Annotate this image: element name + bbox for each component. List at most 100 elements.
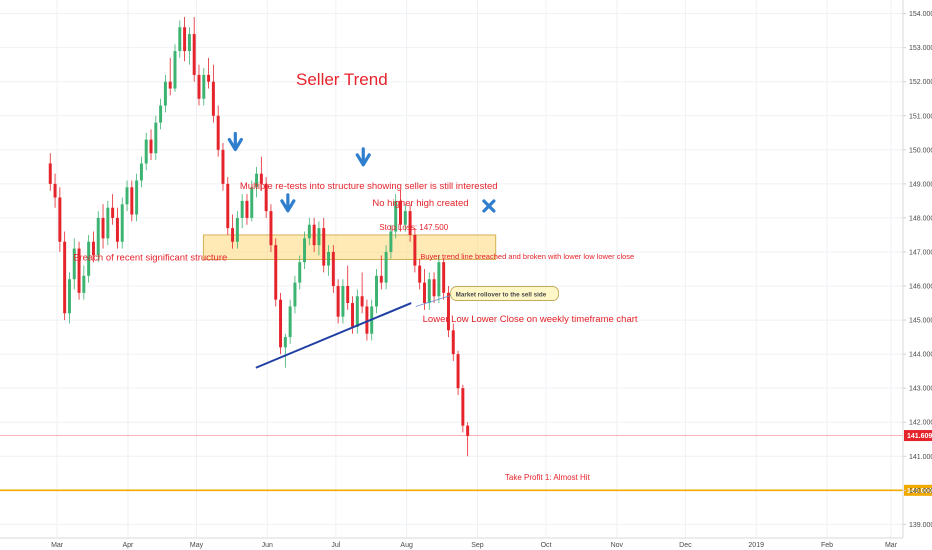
resistance-zone-layer (202, 234, 497, 260)
candle-body (48, 163, 52, 184)
candle-body (240, 200, 244, 218)
candle-body (346, 286, 350, 304)
candle-body (375, 275, 378, 307)
candle-body (413, 234, 417, 266)
candle-body (451, 330, 455, 355)
candle-body (341, 286, 345, 317)
candle-body (283, 337, 287, 348)
y-tick-label: 151.000 (909, 113, 932, 120)
candle-body (154, 122, 158, 154)
candle-body (67, 279, 71, 314)
y-tick-label: 149.000 (909, 181, 932, 188)
candle-body (403, 211, 407, 225)
candle-body (53, 183, 57, 198)
candle-body (336, 286, 340, 317)
candle-body (139, 163, 143, 181)
candle-body (427, 279, 431, 304)
y-tick-label: 152.000 (909, 79, 932, 86)
y-tick-label: 148.000 (909, 215, 932, 222)
candle-body (279, 299, 283, 348)
x-tick-label: Nov (611, 542, 624, 549)
take-profit-badge-bg (904, 484, 932, 496)
candle-body (360, 296, 364, 307)
candle-body (125, 187, 129, 205)
candle-body (187, 34, 191, 52)
candle-body (163, 81, 167, 106)
candle-body (96, 217, 100, 256)
candle-body (115, 217, 119, 242)
y-tick-label: 144.000 (909, 352, 932, 359)
candle-body (58, 197, 62, 242)
overlay-lines: 141.609 140.000 (0, 302, 932, 496)
candle-body (379, 275, 383, 283)
resistance-zone (202, 234, 497, 260)
candle-body (307, 224, 311, 239)
candle-body (106, 207, 110, 239)
candle-body (418, 265, 422, 283)
candle-body (250, 187, 254, 218)
y-tick-label: 142.000 (909, 420, 932, 427)
candle-body (466, 425, 470, 436)
candle-body (72, 248, 76, 280)
candle-body (259, 173, 263, 184)
x-tick-label: May (190, 542, 204, 549)
y-tick-label: 141.000 (909, 454, 932, 461)
candle-body (159, 105, 163, 123)
candle-body (355, 296, 359, 327)
current-price-badge: 141.609 (907, 433, 932, 440)
chart-title: Seller Trend (296, 70, 388, 89)
candle-body (461, 388, 465, 426)
candle-body (178, 27, 182, 52)
candle-body (63, 241, 67, 314)
candle-body (130, 187, 134, 215)
candle-body (82, 275, 86, 293)
x-tick-label: Mar (885, 542, 898, 549)
candle-body (91, 241, 95, 256)
candle-body (437, 262, 441, 297)
candle-body (312, 224, 316, 246)
y-tick-label: 139.000 (909, 522, 932, 529)
candle-body (183, 27, 187, 52)
candle-body (221, 149, 225, 184)
candle-body (269, 211, 273, 246)
candle-body (192, 34, 196, 75)
x-tick-label: Jun (262, 542, 273, 549)
x-tick-label: Mar (51, 542, 64, 549)
annotation-retests: Multiple re-tests into structure showing… (240, 181, 498, 192)
candle-body (168, 81, 172, 89)
x-tick-label: Sep (471, 542, 484, 549)
candle-body (351, 303, 355, 327)
annotation-trendline-break: Buyer trend line breached and broken wit… (420, 252, 634, 261)
x-tick-label: Aug (400, 542, 413, 549)
chart-grid (0, 0, 903, 538)
candle-body (317, 228, 321, 246)
candle-body (384, 251, 388, 283)
annotation-lower-low: Lower Low Lower Close on weekly timefram… (423, 314, 638, 325)
candle-body (135, 180, 139, 215)
candle-body (77, 248, 81, 293)
current-price-badge-bg (904, 430, 932, 442)
candle-body (432, 279, 436, 297)
candle-body (216, 115, 220, 150)
candle-body (197, 74, 201, 99)
x-mark-icon (482, 199, 496, 213)
y-tick-label: 143.000 (909, 386, 932, 393)
candle-body (149, 139, 153, 154)
annotation-no-higher-high: No higher high created (372, 198, 468, 209)
y-tick-label: 153.000 (909, 45, 932, 52)
candle-body (255, 173, 259, 188)
candle-body (399, 200, 402, 225)
y-tick-label: 154.000 (909, 11, 932, 18)
x-tick-label: 2019 (748, 542, 764, 549)
y-axis: 139.000 140.000 141.000 142.000 143.000 144.0… (903, 11, 932, 529)
chart-annotations: Multiple re-tests into structure showing… (73, 131, 638, 482)
candle-body (365, 306, 369, 334)
x-tick-label: Dec (679, 542, 692, 549)
candle-body (173, 51, 177, 89)
candle-body (211, 81, 215, 116)
candle-body (298, 262, 302, 283)
candle-body (446, 292, 450, 331)
candle-body (293, 282, 297, 307)
candle-body (264, 183, 268, 212)
